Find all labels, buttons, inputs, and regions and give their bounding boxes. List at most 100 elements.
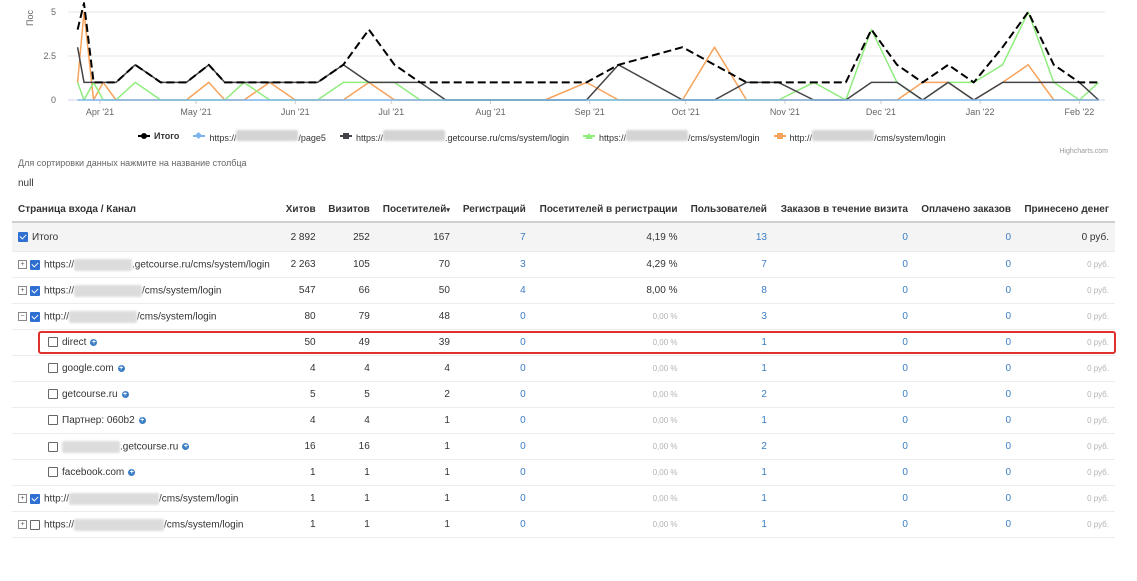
add-channel-icon[interactable]: +	[182, 443, 190, 450]
add-channel-icon[interactable]: +	[90, 338, 98, 346]
legend-item-0[interactable]: Итого	[138, 131, 179, 141]
add-channel-icon[interactable]: +	[128, 468, 136, 476]
cell-paid[interactable]: 0	[913, 407, 1018, 434]
column-header-7[interactable]: Заказов в течение визита	[772, 197, 914, 223]
cell-regs[interactable]: 4	[455, 277, 532, 304]
row-checkbox[interactable]	[30, 493, 40, 504]
cell-paid[interactable]: 0	[913, 381, 1018, 408]
cell-orders[interactable]: 0	[772, 433, 914, 460]
cell-users[interactable]: 1	[683, 459, 773, 486]
expand-icon[interactable]: +	[18, 286, 27, 295]
legend-item-1[interactable]: https:///page5	[193, 129, 326, 143]
cell-users[interactable]: 7	[683, 251, 773, 278]
row-checkbox[interactable]	[48, 389, 58, 400]
expand-icon[interactable]: +	[18, 520, 27, 529]
cell-users[interactable]: 1	[683, 511, 773, 538]
legend-item-4[interactable]: http:///cms/system/login	[773, 129, 946, 143]
cell-orders[interactable]: 0	[772, 459, 914, 486]
redacted-text	[236, 129, 299, 141]
cell-orders[interactable]: 0	[772, 251, 914, 278]
entry-name-cell: + https:// /cms/system/login	[12, 511, 280, 538]
y-tick-label: 5	[51, 7, 56, 17]
cell-users[interactable]: 1	[683, 485, 773, 512]
highcharts-credits[interactable]: Highcharts.com	[1059, 148, 1108, 155]
cell-regs[interactable]: 0	[455, 433, 532, 460]
cell-regs[interactable]: 0	[455, 355, 532, 382]
column-header-6[interactable]: Пользователей	[683, 197, 773, 223]
cell-regs[interactable]: 0	[455, 381, 532, 408]
cell-hits: 50	[279, 329, 322, 356]
row-checkbox[interactable]	[30, 285, 40, 296]
cell-paid[interactable]: 0	[913, 277, 1018, 304]
cell-users[interactable]: 3	[683, 303, 773, 330]
cell-regs[interactable]: 0	[455, 329, 532, 356]
cell-users[interactable]: 8	[683, 277, 773, 304]
legend-symbol-icon	[583, 132, 595, 140]
cell-paid[interactable]: 0	[913, 485, 1018, 512]
cell-paid[interactable]: 0	[913, 511, 1018, 538]
cell-orders[interactable]: 0	[772, 303, 914, 330]
cell-paid[interactable]: 0	[913, 355, 1018, 382]
cell-paid[interactable]: 0	[913, 459, 1018, 486]
expand-icon[interactable]: +	[18, 494, 27, 503]
entry-label: /cms/system/login	[142, 285, 222, 297]
row-checkbox[interactable]	[48, 363, 58, 374]
cell-orders[interactable]: 0	[772, 222, 914, 252]
collapse-icon[interactable]: −	[18, 312, 27, 321]
cell-paid[interactable]: 0	[913, 433, 1018, 460]
cell-users[interactable]: 1	[683, 355, 773, 382]
cell-users[interactable]: 1	[683, 329, 773, 356]
cell-orders[interactable]: 0	[772, 277, 914, 304]
cell-orders[interactable]: 0	[772, 329, 914, 356]
legend-item-3[interactable]: https:///cms/system/login	[583, 129, 760, 143]
row-checkbox[interactable]	[48, 467, 58, 478]
row-checkbox[interactable]	[18, 231, 28, 242]
add-channel-icon[interactable]: +	[138, 416, 146, 424]
cell-orders[interactable]: 0	[772, 381, 914, 408]
cell-regs[interactable]: 0	[455, 459, 532, 486]
column-header-8[interactable]: Оплачено заказов	[913, 197, 1018, 223]
cell-orders[interactable]: 0	[772, 355, 914, 382]
cell-regs[interactable]: 0	[455, 303, 532, 330]
column-header-4[interactable]: Регистраций	[455, 197, 532, 223]
cell-money: 0 руб.	[1017, 433, 1115, 460]
cell-users[interactable]: 1	[683, 407, 773, 434]
entry-name-cell: + https:// .getcourse.ru/cms/system/login	[12, 251, 280, 278]
add-channel-icon[interactable]: +	[121, 390, 129, 398]
entry-name-cell: direct +	[12, 329, 280, 356]
cell-regs[interactable]: 3	[455, 251, 532, 278]
row-checkbox[interactable]	[48, 441, 58, 452]
column-header-1[interactable]: Хитов	[279, 197, 322, 223]
cell-orders[interactable]: 0	[772, 407, 914, 434]
column-header-2[interactable]: Визитов	[321, 197, 376, 223]
cell-hits: 2 892	[279, 222, 322, 252]
column-header-0[interactable]: Страница входа / Канал	[12, 197, 280, 223]
cell-regs[interactable]: 7	[455, 222, 532, 252]
row-checkbox[interactable]	[30, 311, 40, 322]
cell-orders[interactable]: 0	[772, 485, 914, 512]
cell-paid[interactable]: 0	[913, 329, 1018, 356]
column-header-3[interactable]: Посетителей▾	[375, 197, 456, 223]
cell-orders[interactable]: 0	[772, 511, 914, 538]
cell-money: 0 руб.	[1017, 459, 1115, 486]
cell-paid[interactable]: 0	[913, 303, 1018, 330]
row-checkbox[interactable]	[48, 415, 58, 426]
add-channel-icon[interactable]: +	[117, 364, 125, 372]
column-header-5[interactable]: Посетителей в регистрации	[531, 197, 684, 223]
cell-users[interactable]: 13	[683, 222, 773, 252]
redacted-text	[69, 310, 138, 323]
cell-paid[interactable]: 0	[913, 222, 1018, 252]
row-checkbox[interactable]	[48, 337, 58, 348]
cell-paid[interactable]: 0	[913, 251, 1018, 278]
cell-users[interactable]: 2	[683, 381, 773, 408]
cell-regs[interactable]: 0	[455, 485, 532, 512]
cell-users[interactable]: 2	[683, 433, 773, 460]
column-header-9[interactable]: Принесено денег	[1017, 197, 1115, 223]
cell-regs[interactable]: 0	[455, 407, 532, 434]
cell-regs[interactable]: 0	[455, 511, 532, 538]
row-checkbox[interactable]	[30, 519, 40, 530]
table-row: getcourse.ru +5 5 2 0 0,00 % 2 0 0 0 руб.	[12, 381, 1115, 408]
row-checkbox[interactable]	[30, 259, 40, 270]
legend-item-2[interactable]: https://.getcourse.ru/cms/system/login	[339, 129, 569, 143]
expand-icon[interactable]: +	[18, 260, 27, 269]
